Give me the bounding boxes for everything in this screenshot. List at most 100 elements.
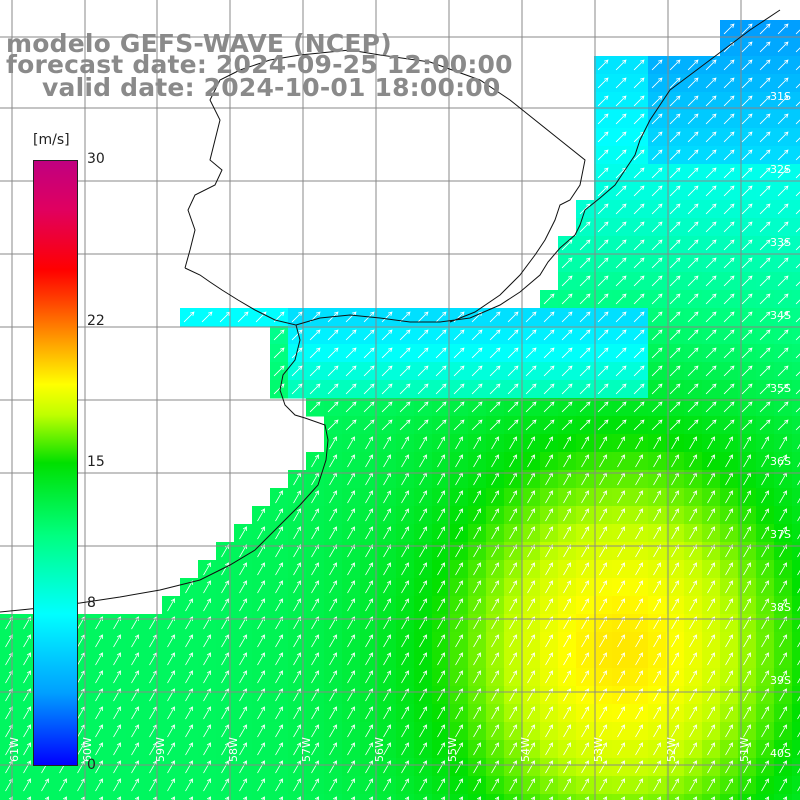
wind-arrow bbox=[365, 778, 373, 792]
wind-arrow bbox=[777, 221, 789, 233]
wind-arrow bbox=[687, 221, 699, 233]
wind-arrow bbox=[545, 580, 553, 594]
wind-arrow bbox=[347, 490, 355, 504]
wind-arrow bbox=[795, 47, 800, 53]
wind-arrow bbox=[381, 311, 393, 323]
wind-arrow bbox=[671, 634, 679, 648]
wind-arrow bbox=[275, 670, 283, 684]
wind-speed-cell bbox=[792, 758, 800, 777]
wind-arrow bbox=[581, 652, 589, 666]
wind-arrow bbox=[669, 149, 681, 161]
wind-arrow bbox=[599, 670, 607, 684]
wind-arrow bbox=[563, 454, 571, 468]
wind-arrow bbox=[507, 329, 519, 341]
wind-arrow bbox=[509, 706, 517, 720]
wind-arrow bbox=[689, 742, 697, 756]
wind-arrow bbox=[617, 436, 625, 450]
wind-arrow bbox=[345, 401, 357, 413]
wind-arrow bbox=[543, 383, 555, 395]
wind-arrow bbox=[543, 347, 555, 359]
latitude-label: 37S bbox=[770, 528, 791, 541]
wind-arrow bbox=[275, 562, 283, 576]
wind-speed-cell bbox=[792, 686, 800, 705]
wind-arrow bbox=[795, 245, 800, 251]
wind-arrow bbox=[617, 706, 625, 720]
wind-arrow bbox=[437, 652, 445, 666]
wind-arrow bbox=[419, 598, 427, 612]
wind-arrow bbox=[563, 598, 571, 612]
wind-arrow bbox=[309, 383, 321, 395]
wind-arrow bbox=[669, 275, 681, 287]
wind-arrow bbox=[95, 652, 103, 666]
wind-arrow bbox=[617, 652, 625, 666]
wind-arrow bbox=[741, 311, 753, 323]
wind-arrow bbox=[777, 167, 789, 179]
wind-arrow bbox=[581, 526, 589, 540]
wind-arrow bbox=[797, 731, 800, 738]
wind-arrow bbox=[417, 383, 429, 395]
wind-arrow bbox=[491, 778, 499, 792]
wind-arrow bbox=[669, 221, 681, 233]
wind-arrow bbox=[795, 155, 800, 161]
wind-arrow bbox=[329, 436, 337, 450]
wind-arrow bbox=[491, 760, 499, 774]
wind-arrow bbox=[633, 59, 645, 71]
wind-speed-cell bbox=[648, 794, 667, 800]
wind-arrow bbox=[653, 598, 661, 612]
wind-arrow bbox=[617, 580, 625, 594]
wind-arrow bbox=[329, 454, 337, 468]
wind-arrow bbox=[797, 695, 800, 702]
wind-arrow bbox=[635, 598, 643, 612]
wind-speed-cell bbox=[792, 326, 800, 345]
wind-arrow bbox=[131, 760, 139, 774]
wind-arrow bbox=[347, 778, 355, 792]
wind-arrow bbox=[347, 634, 355, 648]
wind-arrow bbox=[311, 670, 319, 684]
wind-arrow bbox=[653, 670, 661, 684]
wind-arrow bbox=[399, 365, 411, 377]
wind-arrow bbox=[455, 778, 463, 792]
longitude-label: 55W bbox=[446, 737, 459, 762]
wind-arrow bbox=[741, 113, 753, 125]
wind-arrow bbox=[779, 634, 787, 648]
wind-arrow bbox=[635, 526, 643, 540]
wind-arrow bbox=[365, 634, 373, 648]
wind-arrow bbox=[687, 131, 699, 143]
wind-arrow bbox=[275, 598, 283, 612]
wind-arrow bbox=[653, 454, 661, 468]
wind-arrow bbox=[419, 508, 427, 522]
wind-arrow bbox=[345, 329, 357, 341]
wind-speed-cell bbox=[504, 794, 523, 800]
wind-arrow bbox=[705, 311, 717, 323]
wind-arrow bbox=[23, 760, 31, 774]
wind-arrow bbox=[399, 329, 411, 341]
wind-arrow bbox=[617, 670, 625, 684]
wind-arrow bbox=[527, 562, 535, 576]
wind-arrow bbox=[617, 742, 625, 756]
longitude-label: 57W bbox=[300, 737, 313, 762]
wind-arrow bbox=[347, 706, 355, 720]
wind-arrow bbox=[311, 778, 319, 792]
wind-arrow bbox=[723, 275, 735, 287]
wind-arrow bbox=[725, 508, 733, 522]
wind-arrow bbox=[725, 562, 733, 576]
wind-arrow bbox=[453, 401, 465, 413]
wind-arrow bbox=[617, 598, 625, 612]
wind-arrow bbox=[723, 293, 735, 305]
wind-arrow bbox=[705, 185, 717, 197]
wind-arrow bbox=[273, 329, 285, 341]
wind-arrow bbox=[365, 706, 373, 720]
wind-arrow bbox=[419, 436, 427, 450]
wind-arrow bbox=[293, 778, 301, 792]
wind-arrow bbox=[203, 652, 211, 666]
wind-arrow bbox=[633, 113, 645, 125]
wind-arrow bbox=[669, 167, 681, 179]
wind-arrow bbox=[113, 634, 121, 648]
wind-arrow bbox=[527, 490, 535, 504]
wind-arrow bbox=[723, 383, 735, 395]
wind-arrow bbox=[437, 508, 445, 522]
wind-arrow bbox=[581, 634, 589, 648]
wind-arrow bbox=[777, 275, 789, 287]
wind-arrow bbox=[23, 634, 31, 648]
wind-arrow bbox=[113, 652, 121, 666]
